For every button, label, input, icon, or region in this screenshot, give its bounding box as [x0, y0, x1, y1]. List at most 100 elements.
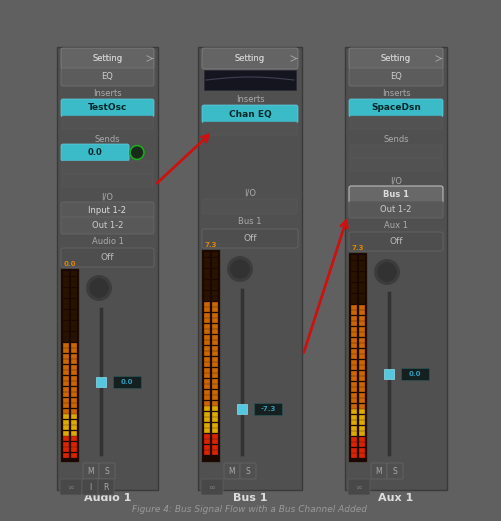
- Text: Audio 1: Audio 1: [84, 493, 131, 503]
- Bar: [212, 384, 217, 388]
- Bar: [351, 359, 356, 364]
- Text: 7.3: 7.3: [352, 245, 364, 251]
- FancyBboxPatch shape: [99, 463, 115, 479]
- Bar: [351, 255, 356, 259]
- Bar: [63, 414, 68, 418]
- Bar: [204, 302, 209, 305]
- Bar: [359, 349, 364, 353]
- Text: Out 1-2: Out 1-2: [92, 221, 123, 230]
- FancyBboxPatch shape: [240, 463, 256, 479]
- FancyBboxPatch shape: [349, 186, 443, 203]
- Text: Off: Off: [389, 237, 403, 246]
- FancyBboxPatch shape: [349, 201, 443, 218]
- Bar: [384, 368, 394, 378]
- FancyBboxPatch shape: [62, 161, 153, 174]
- Bar: [204, 444, 209, 449]
- Bar: [71, 398, 76, 402]
- Text: Inserts: Inserts: [382, 90, 410, 98]
- Bar: [63, 376, 68, 379]
- Text: Setting: Setting: [235, 54, 265, 63]
- Bar: [359, 266, 364, 270]
- Bar: [351, 343, 356, 347]
- FancyBboxPatch shape: [82, 479, 98, 495]
- FancyBboxPatch shape: [350, 145, 442, 158]
- Bar: [212, 291, 217, 294]
- Bar: [351, 370, 356, 375]
- Bar: [212, 450, 217, 454]
- Bar: [71, 320, 76, 325]
- Bar: [359, 376, 364, 380]
- Text: Figure 4: Bus Signal Flow with a Bus Channel Added: Figure 4: Bus Signal Flow with a Bus Cha…: [132, 505, 368, 515]
- Bar: [359, 327, 364, 330]
- Bar: [63, 271, 68, 275]
- Bar: [204, 390, 209, 393]
- Bar: [63, 403, 68, 407]
- Bar: [359, 420, 364, 424]
- Bar: [204, 384, 209, 388]
- Bar: [71, 299, 76, 303]
- Text: Inserts: Inserts: [93, 90, 122, 98]
- Bar: [212, 362, 217, 366]
- Bar: [387, 291, 391, 456]
- Bar: [359, 310, 364, 314]
- Bar: [63, 436, 68, 440]
- FancyBboxPatch shape: [350, 116, 442, 129]
- FancyBboxPatch shape: [371, 463, 387, 479]
- Text: Setting: Setting: [381, 54, 411, 63]
- Bar: [349, 253, 367, 462]
- Text: Setting: Setting: [93, 54, 123, 63]
- Bar: [63, 320, 68, 325]
- Text: Out 1-2: Out 1-2: [380, 205, 412, 214]
- Bar: [359, 271, 364, 276]
- Bar: [359, 431, 364, 435]
- Bar: [359, 392, 364, 396]
- Text: 0.0: 0.0: [121, 378, 133, 384]
- Text: M: M: [228, 466, 235, 476]
- Bar: [359, 448, 364, 452]
- Text: M: M: [376, 466, 382, 476]
- FancyBboxPatch shape: [201, 479, 223, 495]
- FancyBboxPatch shape: [61, 68, 154, 86]
- Bar: [212, 351, 217, 355]
- FancyBboxPatch shape: [61, 144, 129, 161]
- Bar: [71, 408, 76, 413]
- Bar: [359, 282, 364, 287]
- Text: Input 1-2: Input 1-2: [89, 206, 126, 215]
- Bar: [63, 408, 68, 413]
- Bar: [212, 340, 217, 344]
- Bar: [212, 444, 217, 449]
- Bar: [212, 274, 217, 278]
- FancyBboxPatch shape: [61, 48, 154, 69]
- Bar: [71, 309, 76, 314]
- Bar: [359, 359, 364, 364]
- Bar: [204, 257, 209, 262]
- Bar: [359, 437, 364, 440]
- Bar: [212, 378, 217, 382]
- FancyBboxPatch shape: [202, 48, 298, 69]
- Bar: [359, 332, 364, 336]
- Bar: [71, 326, 76, 330]
- Bar: [351, 376, 356, 380]
- Circle shape: [85, 274, 113, 302]
- Bar: [204, 412, 209, 416]
- Bar: [204, 401, 209, 404]
- Bar: [351, 381, 356, 386]
- Text: I/O: I/O: [390, 177, 402, 185]
- Text: Inserts: Inserts: [235, 95, 265, 105]
- Bar: [212, 406, 217, 410]
- Bar: [359, 387, 364, 391]
- Bar: [351, 365, 356, 369]
- Bar: [71, 293, 76, 297]
- Bar: [351, 349, 356, 353]
- Bar: [345, 47, 447, 490]
- Text: Chan EQ: Chan EQ: [228, 109, 272, 118]
- Bar: [204, 417, 209, 421]
- Bar: [359, 442, 364, 446]
- FancyBboxPatch shape: [60, 479, 82, 495]
- Text: Off: Off: [101, 253, 114, 262]
- Bar: [204, 433, 209, 438]
- Bar: [204, 373, 209, 377]
- Bar: [359, 255, 364, 259]
- Bar: [204, 296, 209, 300]
- Bar: [212, 252, 217, 256]
